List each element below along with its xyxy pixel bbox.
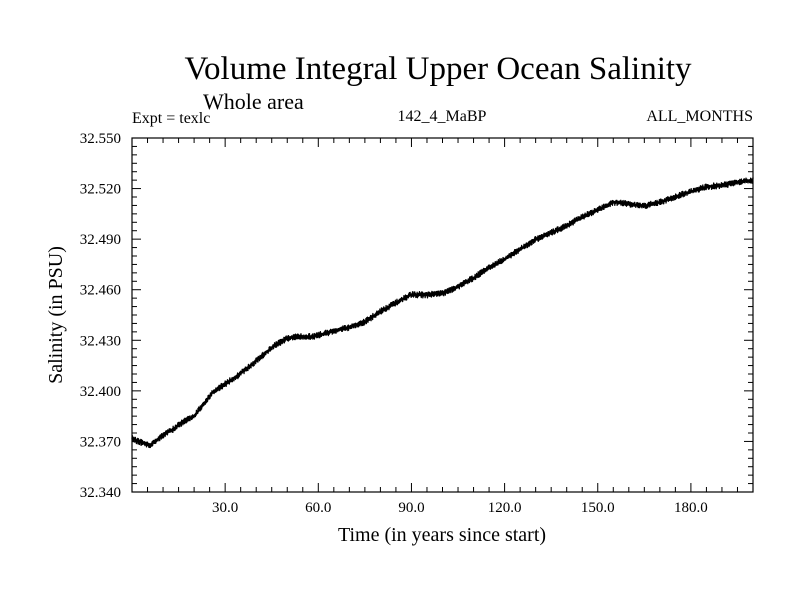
x-tick-label: 60.0 (305, 500, 331, 516)
x-tick-label: 120.0 (488, 500, 522, 516)
y-tick-label: 32.520 (80, 182, 121, 198)
months-label: ALL_MONTHS (646, 108, 753, 125)
x-axis-label: Time (in years since start) (338, 524, 546, 546)
chart-subtitle: Whole area (203, 89, 304, 114)
axis-ticks (132, 138, 753, 492)
x-tick-label: 90.0 (398, 500, 424, 516)
plot-frame (131, 137, 754, 493)
y-tick-label: 32.550 (80, 131, 121, 147)
series-line-salinity (131, 177, 754, 449)
y-tick-label: 32.460 (80, 283, 121, 299)
experiment-label: Expt = texlc (132, 110, 210, 127)
y-tick-label: 32.400 (80, 384, 121, 400)
y-tick-label: 32.340 (80, 485, 121, 501)
y-tick-label: 32.490 (80, 232, 121, 248)
run-label: 142_4_MaBP (398, 108, 487, 125)
y-tick-label: 32.430 (80, 333, 121, 349)
x-tick-label: 180.0 (674, 500, 708, 516)
y-tick-label: 32.370 (80, 434, 121, 450)
x-tick-label: 150.0 (581, 500, 615, 516)
chart-title: Volume Integral Upper Ocean Salinity (184, 51, 692, 87)
data-series (131, 177, 754, 449)
y-axis-label: Salinity (in PSU) (45, 246, 67, 384)
y-tick-labels: 32.340 32.370 32.400 32.430 32.460 32.490 32.5… (80, 131, 121, 501)
x-tick-labels: 30.0 60.0 90.0 120.0 150.0 180.0 (212, 500, 708, 516)
x-tick-label: 30.0 (212, 500, 238, 516)
